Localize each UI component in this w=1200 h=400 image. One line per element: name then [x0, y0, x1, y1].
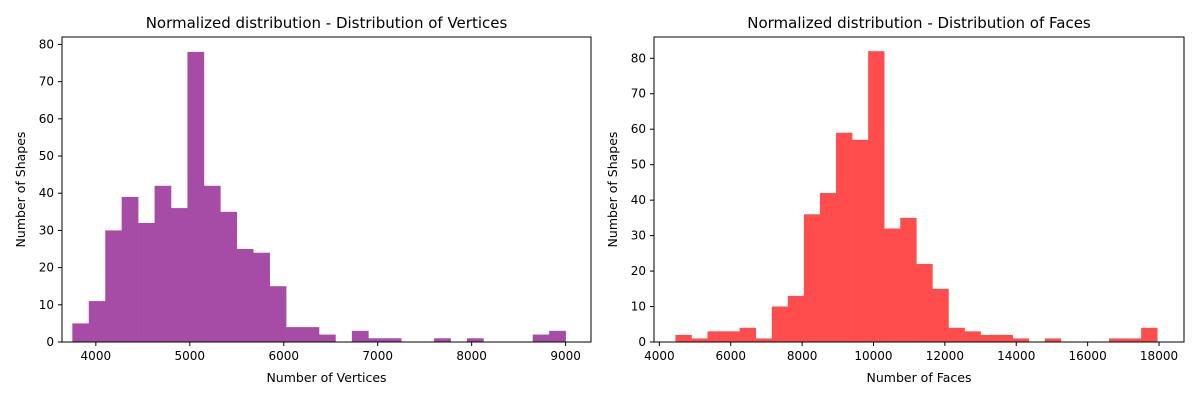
x-tick-label: 16000 — [1069, 349, 1107, 363]
x-tick-label: 6000 — [268, 349, 299, 363]
y-tick-label: 30 — [631, 229, 646, 243]
x-tick-label: 10000 — [854, 349, 892, 363]
x-tick-label: 7000 — [362, 349, 393, 363]
histogram-bar — [819, 193, 837, 342]
x-tick-label: 8000 — [456, 349, 487, 363]
histogram-bar — [286, 327, 303, 342]
y-tick-label: 70 — [631, 87, 646, 101]
histogram-bar — [170, 208, 188, 342]
y-tick-label: 40 — [39, 186, 54, 200]
histogram-bar — [187, 51, 205, 342]
y-axis-label: Number of Shapes — [13, 132, 28, 248]
histogram-bar — [852, 139, 869, 342]
histogram-bar — [916, 263, 933, 342]
y-axis-label: Number of Shapes — [605, 132, 620, 248]
x-tick-label: 18000 — [1140, 349, 1178, 363]
y-tick-label: 60 — [631, 122, 646, 136]
histogram-bar — [384, 338, 402, 342]
y-tick-label: 40 — [631, 193, 646, 207]
histogram-bar — [549, 330, 566, 342]
histogram-bar — [532, 334, 550, 342]
x-tick-label: 14000 — [997, 349, 1035, 363]
histogram-bar — [236, 249, 254, 342]
x-tick-label: 6000 — [715, 349, 746, 363]
histogram-bar — [803, 214, 821, 342]
histogram-bar — [105, 230, 122, 342]
y-tick-label: 20 — [39, 261, 54, 275]
x-tick-label: 4000 — [81, 349, 112, 363]
x-tick-label: 12000 — [926, 349, 964, 363]
histogram-bar — [739, 327, 757, 342]
histogram-bar — [351, 330, 369, 342]
histogram-bar — [318, 334, 336, 342]
vertices-histogram: 4000 5000 6000 7000 8000 9000 0 10 20 30 40 50 60 70 8… — [13, 14, 592, 385]
histogram-bar — [154, 185, 172, 342]
histogram-bar — [996, 334, 1013, 342]
y-tick-label: 50 — [631, 158, 646, 172]
histogram-bar — [691, 338, 708, 342]
histogram-bar — [900, 217, 917, 342]
histogram-bar — [675, 334, 692, 342]
histogram-bar — [884, 228, 901, 342]
histogram-bar — [138, 222, 155, 342]
y-tick-label: 20 — [631, 264, 646, 278]
y-tick-label: 60 — [39, 112, 54, 126]
histogram-bar — [302, 327, 320, 342]
histogram-bar — [723, 331, 740, 342]
histogram-bar — [707, 331, 724, 342]
histogram-bar — [72, 323, 90, 342]
x-tick-label: 8000 — [787, 349, 818, 363]
chart-title: Normalized distribution - Distribution o… — [747, 14, 1091, 32]
histogram-bar — [220, 211, 238, 342]
histogram-bar — [1125, 338, 1142, 342]
histogram-bar — [787, 295, 805, 342]
y-tick-label: 0 — [46, 335, 54, 349]
x-axis-label: Number of Faces — [867, 370, 972, 385]
histogram-bar — [1044, 338, 1062, 342]
x-tick-label: 4000 — [644, 349, 675, 363]
x-axis-label: Number of Vertices — [266, 370, 386, 385]
x-tick-label: 9000 — [550, 349, 581, 363]
axes-frame — [61, 36, 592, 343]
histogram-bar — [836, 132, 853, 342]
histogram-bar — [948, 327, 965, 342]
x-tick-label: 5000 — [175, 349, 206, 363]
histogram-bar — [368, 338, 386, 342]
y-tick-label: 30 — [39, 223, 54, 237]
histogram-bar — [964, 331, 981, 342]
histogram-bar — [253, 252, 270, 342]
histogram-bar — [868, 51, 885, 343]
histogram-bar — [1109, 338, 1126, 342]
histogram-bar — [466, 338, 484, 342]
histogram-bar — [121, 196, 139, 342]
y-tick-label: 70 — [39, 75, 54, 89]
histogram-bar — [88, 301, 106, 342]
y-tick-label: 10 — [39, 298, 54, 312]
histogram-bar — [980, 334, 997, 342]
histogram-bar — [1141, 327, 1158, 342]
histogram-bar — [1012, 338, 1030, 342]
y-tick-label: 80 — [631, 51, 646, 65]
y-tick-label: 10 — [631, 300, 646, 314]
histogram-bar — [269, 286, 287, 342]
y-tick-label: 50 — [39, 149, 54, 163]
y-tick-label: 80 — [39, 37, 54, 51]
histogram-bar — [755, 338, 773, 342]
histogram-bar — [434, 338, 451, 342]
faces-histogram: 4000 6000 8000 10000 12000 14000 16000 18000 0 10… — [605, 14, 1185, 385]
y-tick-label: 0 — [638, 335, 646, 349]
histogram-bar — [771, 306, 789, 342]
histogram-bar — [203, 185, 221, 342]
chart-title: Normalized distribution - Distribution o… — [146, 14, 508, 32]
histogram-bar — [932, 288, 949, 342]
axes-frame — [653, 36, 1185, 343]
